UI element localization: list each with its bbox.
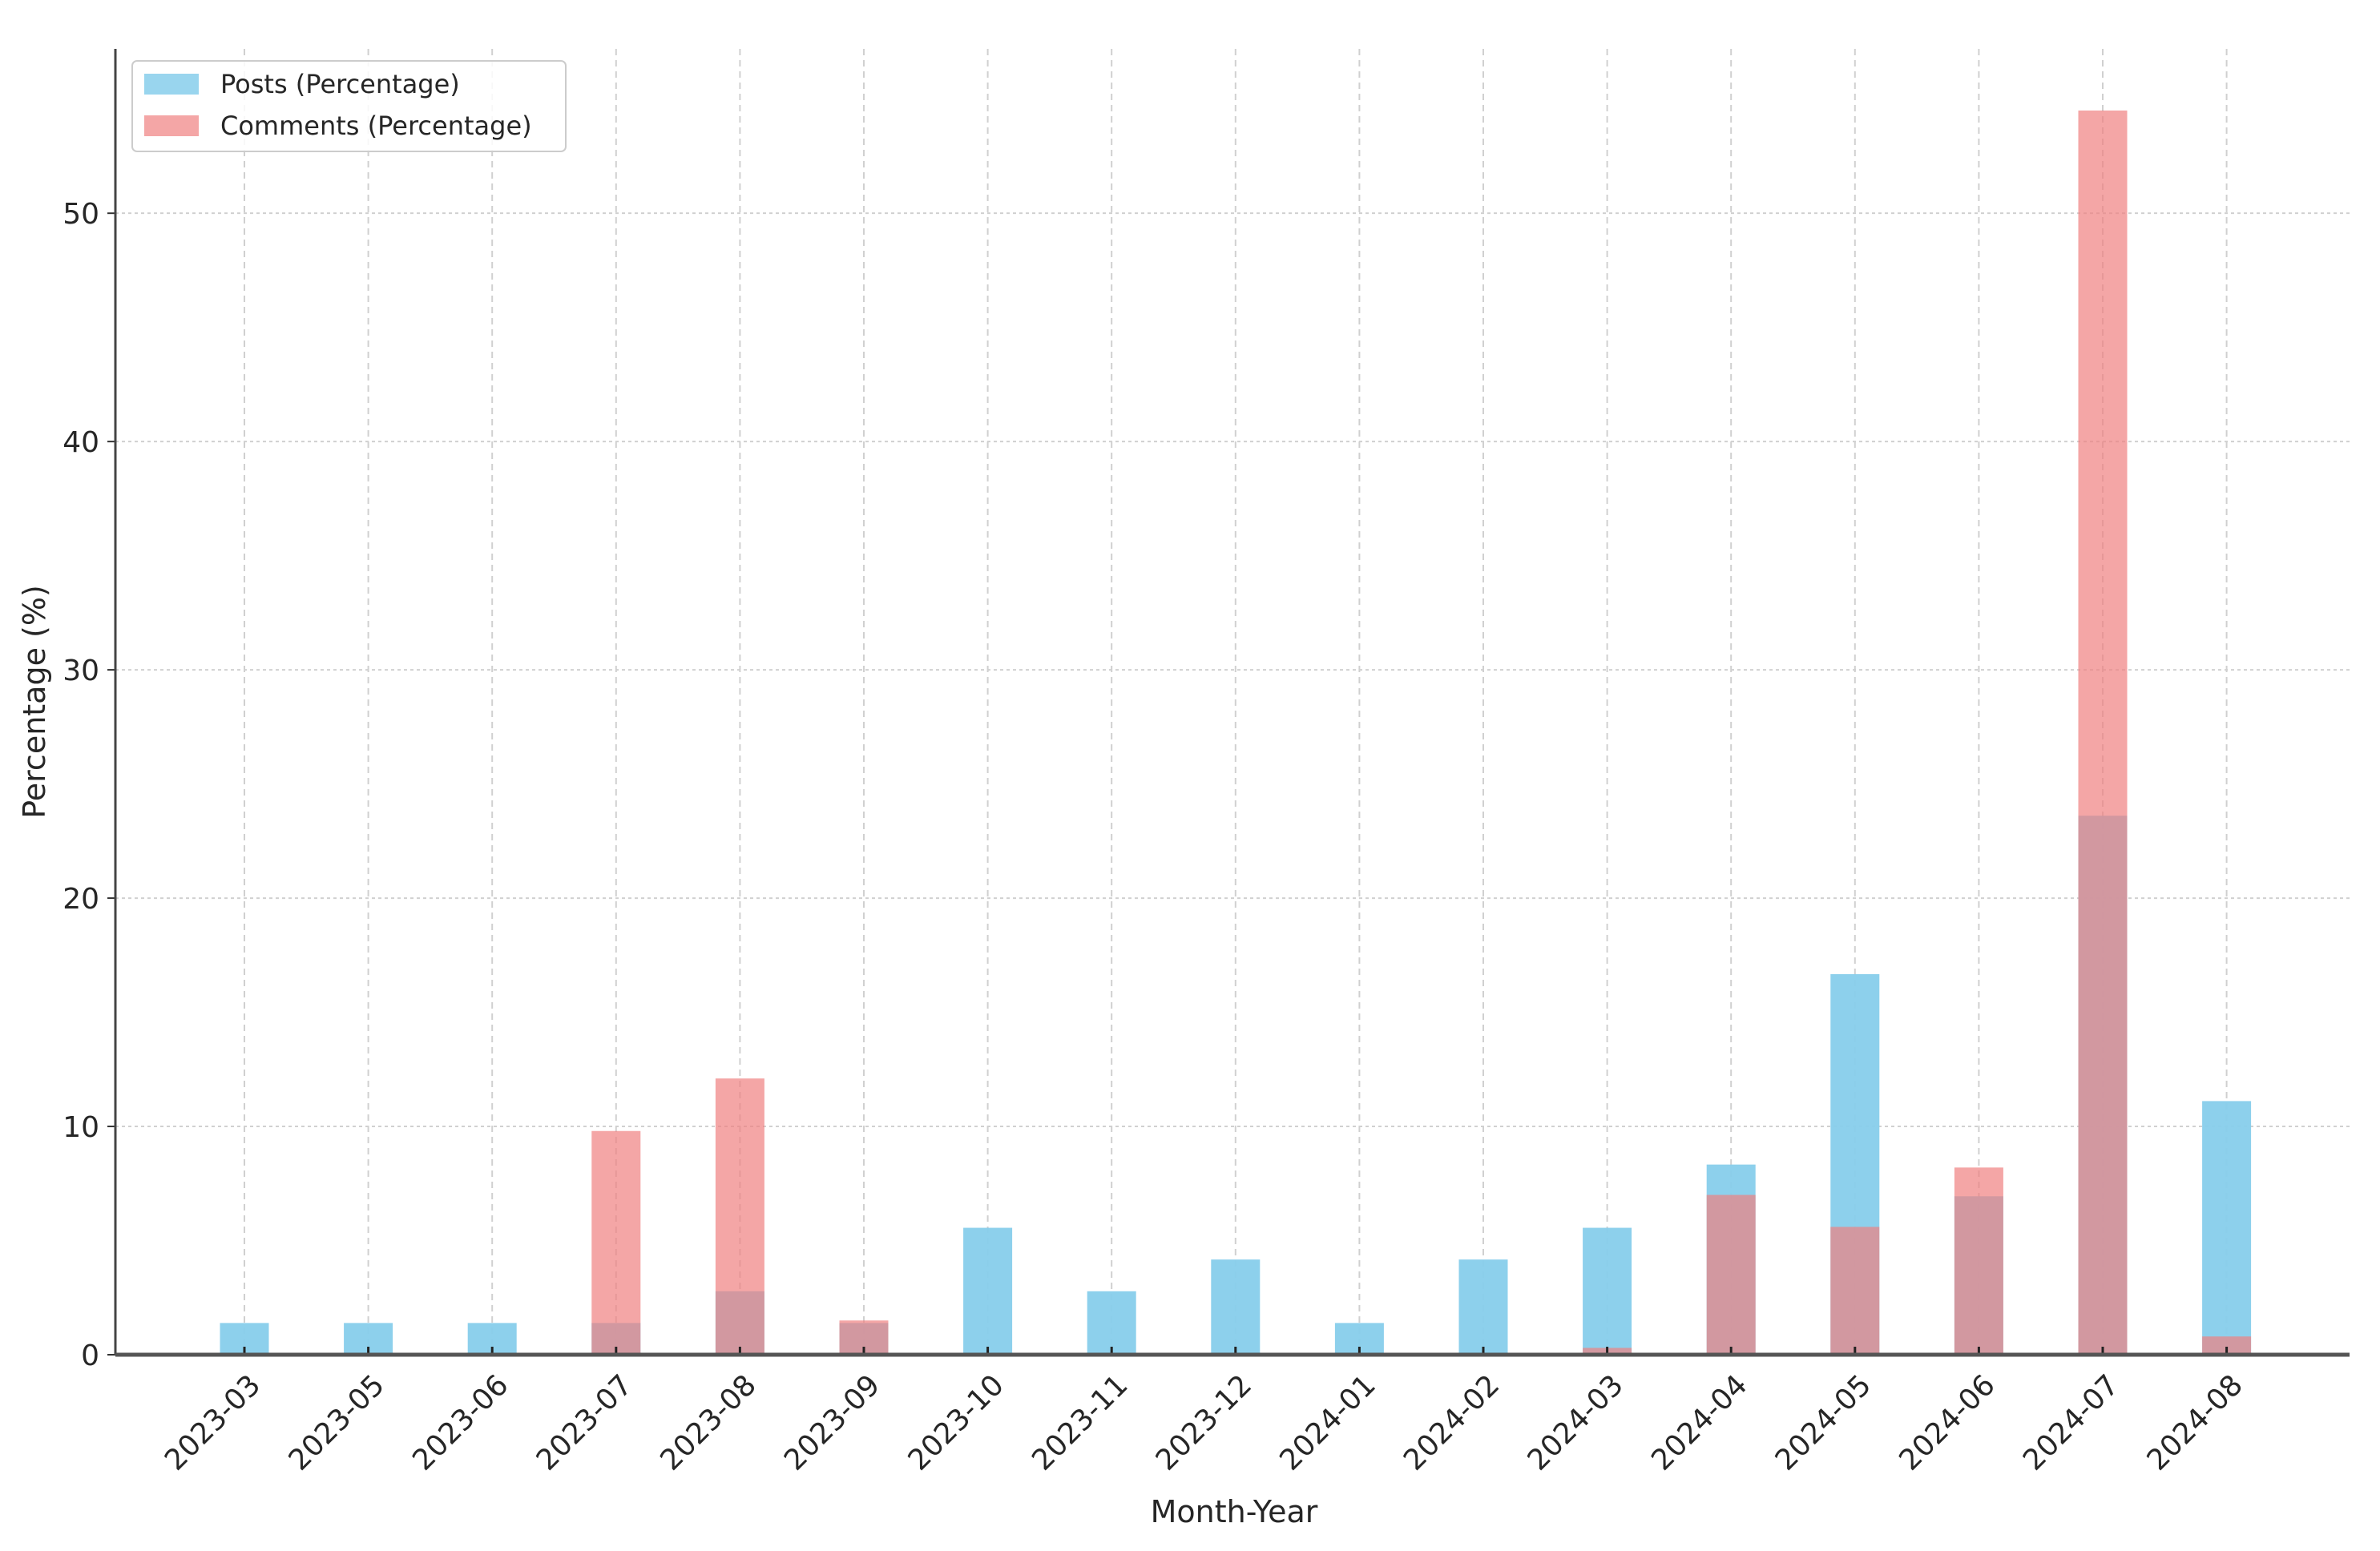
x-tick-label: 2023-10 — [902, 1368, 1010, 1476]
x-tick-label: 2024-07 — [2017, 1368, 2125, 1476]
x-tick-label: 2023-11 — [1026, 1368, 1134, 1476]
x-tick-label: 2023-05 — [283, 1368, 391, 1476]
y-axis-label: Percentage (%) — [17, 585, 52, 819]
axes — [107, 49, 2350, 1357]
legend-box — [131, 60, 567, 152]
x-tick-label: 2024-08 — [2141, 1368, 2249, 1476]
bar-posts-2024-03 — [1583, 1227, 1632, 1355]
x-tick-label: 2023-08 — [654, 1368, 762, 1476]
y-tick-label: 0 — [81, 1340, 99, 1372]
legend-label-comments: Comments (Percentage) — [220, 111, 532, 141]
bar-posts-2023-10 — [963, 1227, 1013, 1355]
x-axis-label: Month-Year — [1151, 1494, 1318, 1529]
x-tick-label: 2023-06 — [406, 1368, 514, 1476]
bar-comments-2023-08 — [715, 1078, 764, 1355]
legend: Posts (Percentage) Comments (Percentage) — [131, 60, 567, 152]
x-tick-label: 2023-03 — [159, 1368, 267, 1476]
bar-posts-2023-11 — [1087, 1291, 1136, 1355]
bar-posts-2024-02 — [1458, 1259, 1508, 1355]
x-tick-label: 2024-05 — [1769, 1368, 1878, 1476]
bar-posts-2024-08 — [2202, 1101, 2252, 1355]
grid-lines — [115, 49, 2350, 1356]
bar-comments-2024-06 — [1954, 1167, 2003, 1355]
x-tick-label: 2024-04 — [1645, 1368, 1753, 1476]
bar-comments-2024-07 — [2078, 110, 2128, 1356]
y-tick-label: 50 — [63, 198, 99, 231]
x-tick-label: 2024-03 — [1522, 1368, 1630, 1476]
bar-comments-2023-07 — [591, 1130, 641, 1355]
x-tick-label: 2024-02 — [1398, 1368, 1506, 1476]
x-tick-label: 2023-07 — [530, 1368, 639, 1476]
x-tick-label: 2023-09 — [778, 1368, 886, 1476]
bar-comments-2024-08 — [2202, 1336, 2252, 1355]
bars — [220, 110, 2252, 1356]
y-tick-label: 40 — [63, 426, 99, 459]
bar-comments-2024-04 — [1706, 1194, 1756, 1355]
x-tick-label: 2024-01 — [1273, 1368, 1382, 1476]
y-tick-label: 30 — [63, 655, 99, 687]
legend-label-posts: Posts (Percentage) — [220, 69, 460, 99]
bar-comments-2024-05 — [1830, 1227, 1880, 1355]
x-tick-label: 2023-12 — [1150, 1368, 1258, 1476]
legend-swatch-posts — [144, 74, 199, 95]
x-tick-label: 2024-06 — [1893, 1368, 2001, 1476]
legend-swatch-comments — [144, 115, 199, 136]
y-tick-label: 20 — [63, 883, 99, 916]
y-tick-label: 10 — [63, 1111, 99, 1144]
bar-posts-2023-12 — [1211, 1259, 1261, 1355]
